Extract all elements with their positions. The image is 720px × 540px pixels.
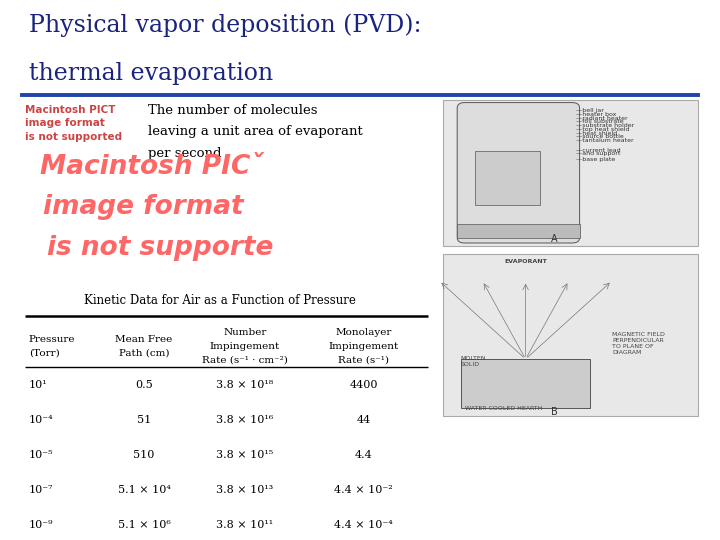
Text: Physical vapor deposition (PVD):: Physical vapor deposition (PVD): bbox=[29, 14, 421, 37]
Text: Kinetic Data for Air as a Function of Pressure: Kinetic Data for Air as a Function of Pr… bbox=[84, 294, 356, 307]
Text: leaving a unit area of evaporant: leaving a unit area of evaporant bbox=[148, 125, 362, 138]
Text: —top heat shield: —top heat shield bbox=[576, 127, 629, 132]
Text: thermal evaporation: thermal evaporation bbox=[29, 62, 273, 85]
Text: 10¹: 10¹ bbox=[29, 380, 48, 390]
Text: MOLTEN
SOLID: MOLTEN SOLID bbox=[461, 356, 486, 367]
Text: Mean Free: Mean Free bbox=[115, 335, 173, 343]
Text: B: B bbox=[551, 407, 558, 417]
Text: —foil substrate: —foil substrate bbox=[576, 119, 624, 124]
Text: 0.5: 0.5 bbox=[135, 380, 153, 390]
Bar bbox=[443, 254, 698, 416]
Text: 4.4 × 10⁻⁴: 4.4 × 10⁻⁴ bbox=[334, 520, 393, 530]
Text: —heater box: —heater box bbox=[576, 112, 616, 117]
Text: 3.8 × 10¹³: 3.8 × 10¹³ bbox=[216, 485, 274, 495]
Text: 4.4 × 10⁻²: 4.4 × 10⁻² bbox=[334, 485, 393, 495]
Bar bbox=[457, 224, 580, 238]
Text: 10⁻⁵: 10⁻⁵ bbox=[29, 450, 53, 460]
Text: per second: per second bbox=[148, 147, 221, 160]
Text: Macintosh PICT
image format
is not supported: Macintosh PICT image format is not suppo… bbox=[25, 105, 122, 141]
Text: Pressure: Pressure bbox=[29, 335, 76, 343]
Text: 3.8 × 10¹⁶: 3.8 × 10¹⁶ bbox=[216, 415, 274, 425]
Text: Path (cm): Path (cm) bbox=[119, 349, 169, 357]
Text: 44: 44 bbox=[356, 415, 371, 425]
Text: —substrate holder: —substrate holder bbox=[576, 123, 634, 128]
Text: EVAPORANT: EVAPORANT bbox=[504, 259, 547, 264]
Text: 10⁻⁴: 10⁻⁴ bbox=[29, 415, 53, 425]
Text: 51: 51 bbox=[137, 415, 151, 425]
Text: 3.8 × 10¹¹: 3.8 × 10¹¹ bbox=[216, 520, 274, 530]
Text: —radiant heater: —radiant heater bbox=[576, 116, 628, 120]
Text: 10⁻⁷: 10⁻⁷ bbox=[29, 485, 53, 495]
Text: is not supporte: is not supporte bbox=[47, 235, 273, 261]
Text: The number of molecules: The number of molecules bbox=[148, 104, 317, 117]
Text: 510: 510 bbox=[133, 450, 155, 460]
Bar bbox=[443, 100, 698, 246]
Text: —source bottle: —source bottle bbox=[576, 134, 624, 139]
Text: Number: Number bbox=[223, 327, 266, 336]
Text: 5.1 × 10⁴: 5.1 × 10⁴ bbox=[117, 485, 171, 495]
Bar bbox=[461, 359, 590, 408]
Text: —base plate: —base plate bbox=[576, 157, 616, 161]
Text: 3.8 × 10¹⁵: 3.8 × 10¹⁵ bbox=[216, 450, 274, 460]
Text: —current lead: —current lead bbox=[576, 148, 621, 153]
Text: Macintosh PICˇ: Macintosh PICˇ bbox=[40, 154, 264, 180]
Text: Rate (s⁻¹ · cm⁻²): Rate (s⁻¹ · cm⁻²) bbox=[202, 355, 288, 364]
Text: 4.4: 4.4 bbox=[355, 450, 372, 460]
Text: Impingement: Impingement bbox=[210, 342, 280, 350]
Text: MAGNETIC FIELD
PERPENDICULAR
TO PLANE OF
DIAGRAM: MAGNETIC FIELD PERPENDICULAR TO PLANE OF… bbox=[612, 332, 665, 354]
Text: A: A bbox=[551, 233, 558, 244]
Text: —tantalum heater: —tantalum heater bbox=[576, 138, 634, 143]
Text: —heat shield: —heat shield bbox=[576, 131, 617, 136]
Text: 5.1 × 10⁶: 5.1 × 10⁶ bbox=[117, 520, 171, 530]
Text: WATER-COOLED HEARTH: WATER-COOLED HEARTH bbox=[465, 406, 543, 411]
Text: 10⁻⁹: 10⁻⁹ bbox=[29, 520, 53, 530]
Text: Rate (s⁻¹): Rate (s⁻¹) bbox=[338, 355, 389, 364]
FancyBboxPatch shape bbox=[457, 103, 580, 243]
Text: 3.8 × 10¹⁸: 3.8 × 10¹⁸ bbox=[216, 380, 274, 390]
Text: 4400: 4400 bbox=[349, 380, 378, 390]
Text: (Torr): (Torr) bbox=[29, 349, 60, 357]
Bar bbox=[475, 151, 540, 205]
Text: —and support: —and support bbox=[576, 151, 621, 156]
Text: —bell jar: —bell jar bbox=[576, 108, 604, 113]
Text: image format: image format bbox=[43, 194, 244, 220]
Text: Monolayer: Monolayer bbox=[336, 327, 392, 336]
Text: Impingement: Impingement bbox=[328, 342, 399, 350]
